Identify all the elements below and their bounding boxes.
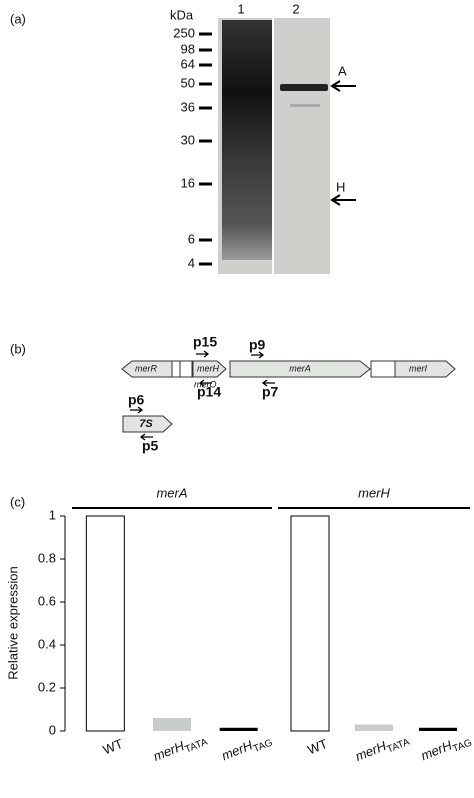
bar — [153, 718, 191, 731]
arrow — [330, 194, 356, 206]
category-name: WT — [305, 736, 329, 758]
gene-label: merR — [135, 363, 157, 373]
primer-label: p7 — [262, 384, 279, 400]
y-tick-label: 1 — [49, 507, 56, 522]
bar — [355, 724, 393, 731]
category-name: WT — [101, 736, 125, 758]
marker-label: 30 — [181, 132, 195, 147]
arrow-label: H — [336, 179, 345, 194]
primer-label: p15 — [193, 334, 217, 350]
x-tick-label: merHTAG — [419, 730, 474, 766]
category-name: merH — [151, 738, 187, 764]
primer-arrow — [130, 406, 144, 414]
primer-label: p5 — [142, 438, 159, 454]
x-tick-label: merHTATA — [353, 730, 411, 768]
x-tick-label: merHTATA — [151, 730, 209, 768]
x-tick-label: WT — [101, 736, 125, 758]
group-label: merH — [358, 485, 390, 500]
gene-arrow — [192, 360, 227, 378]
gene-arrow — [122, 415, 173, 433]
gene-arrow — [229, 360, 371, 378]
marker-label: 6 — [188, 231, 195, 246]
category-name: merH — [353, 738, 389, 764]
x-tick-label: WT — [305, 736, 329, 758]
y-tick-label: 0 — [49, 722, 56, 737]
primer-label: p9 — [249, 337, 266, 353]
marker-label: 4 — [188, 255, 195, 270]
primer-label: p6 — [128, 392, 145, 408]
panel-label: (a) — [10, 11, 26, 26]
gene-label: merA — [289, 363, 311, 373]
y-axis-label: Relative expression — [5, 566, 20, 679]
y-tick-label: 0.6 — [38, 593, 56, 608]
gene-label: merI — [409, 363, 427, 373]
bar — [85, 515, 125, 732]
gene-box — [370, 360, 396, 378]
bar — [219, 727, 258, 731]
panel-label: (c) — [10, 494, 25, 509]
lane-label: 2 — [292, 1, 299, 16]
y-tick-label: 0.2 — [38, 679, 56, 694]
y-tick-label: 0.8 — [38, 550, 56, 565]
promoter-label: 7S — [139, 418, 153, 430]
marker-label: 16 — [181, 175, 195, 190]
primer-arrow — [251, 351, 265, 359]
group-label: merA — [156, 485, 187, 500]
primer-label: p14 — [197, 384, 221, 400]
gene-label: merH — [197, 363, 219, 373]
gene-box — [171, 360, 193, 378]
bar — [290, 515, 330, 732]
panel-label: (b) — [10, 341, 26, 356]
bar — [419, 727, 457, 731]
primer-arrow — [198, 379, 212, 387]
category-subscript: TAG — [252, 737, 275, 755]
marker-label: 50 — [181, 75, 195, 90]
x-tick-label: merHTAG — [220, 730, 275, 766]
category-name: merH — [419, 738, 455, 764]
arrow — [330, 80, 356, 92]
primer-arrow — [139, 433, 153, 441]
category-subscript: TAG — [451, 737, 474, 755]
gel-divider — [272, 18, 274, 274]
gene-arrow — [394, 360, 456, 378]
gel-lane — [222, 20, 272, 260]
category-name: merH — [220, 738, 256, 764]
marker-label: 36 — [181, 99, 195, 114]
primer-arrow — [261, 379, 275, 387]
marker-label: 64 — [181, 56, 195, 71]
lane-label: 1 — [237, 1, 244, 16]
operator-label: merO — [194, 379, 217, 389]
marker-label: 98 — [181, 41, 195, 56]
unit-label: kDa — [170, 7, 194, 22]
arrow-label: A — [338, 63, 347, 78]
category-subscript: TATA — [183, 736, 209, 755]
y-tick-label: 0.4 — [38, 636, 56, 651]
gel-band — [280, 84, 328, 91]
marker-label: 250 — [173, 25, 195, 40]
category-subscript: TATA — [385, 736, 411, 755]
primer-arrow — [196, 350, 210, 358]
gel-band — [290, 104, 320, 107]
